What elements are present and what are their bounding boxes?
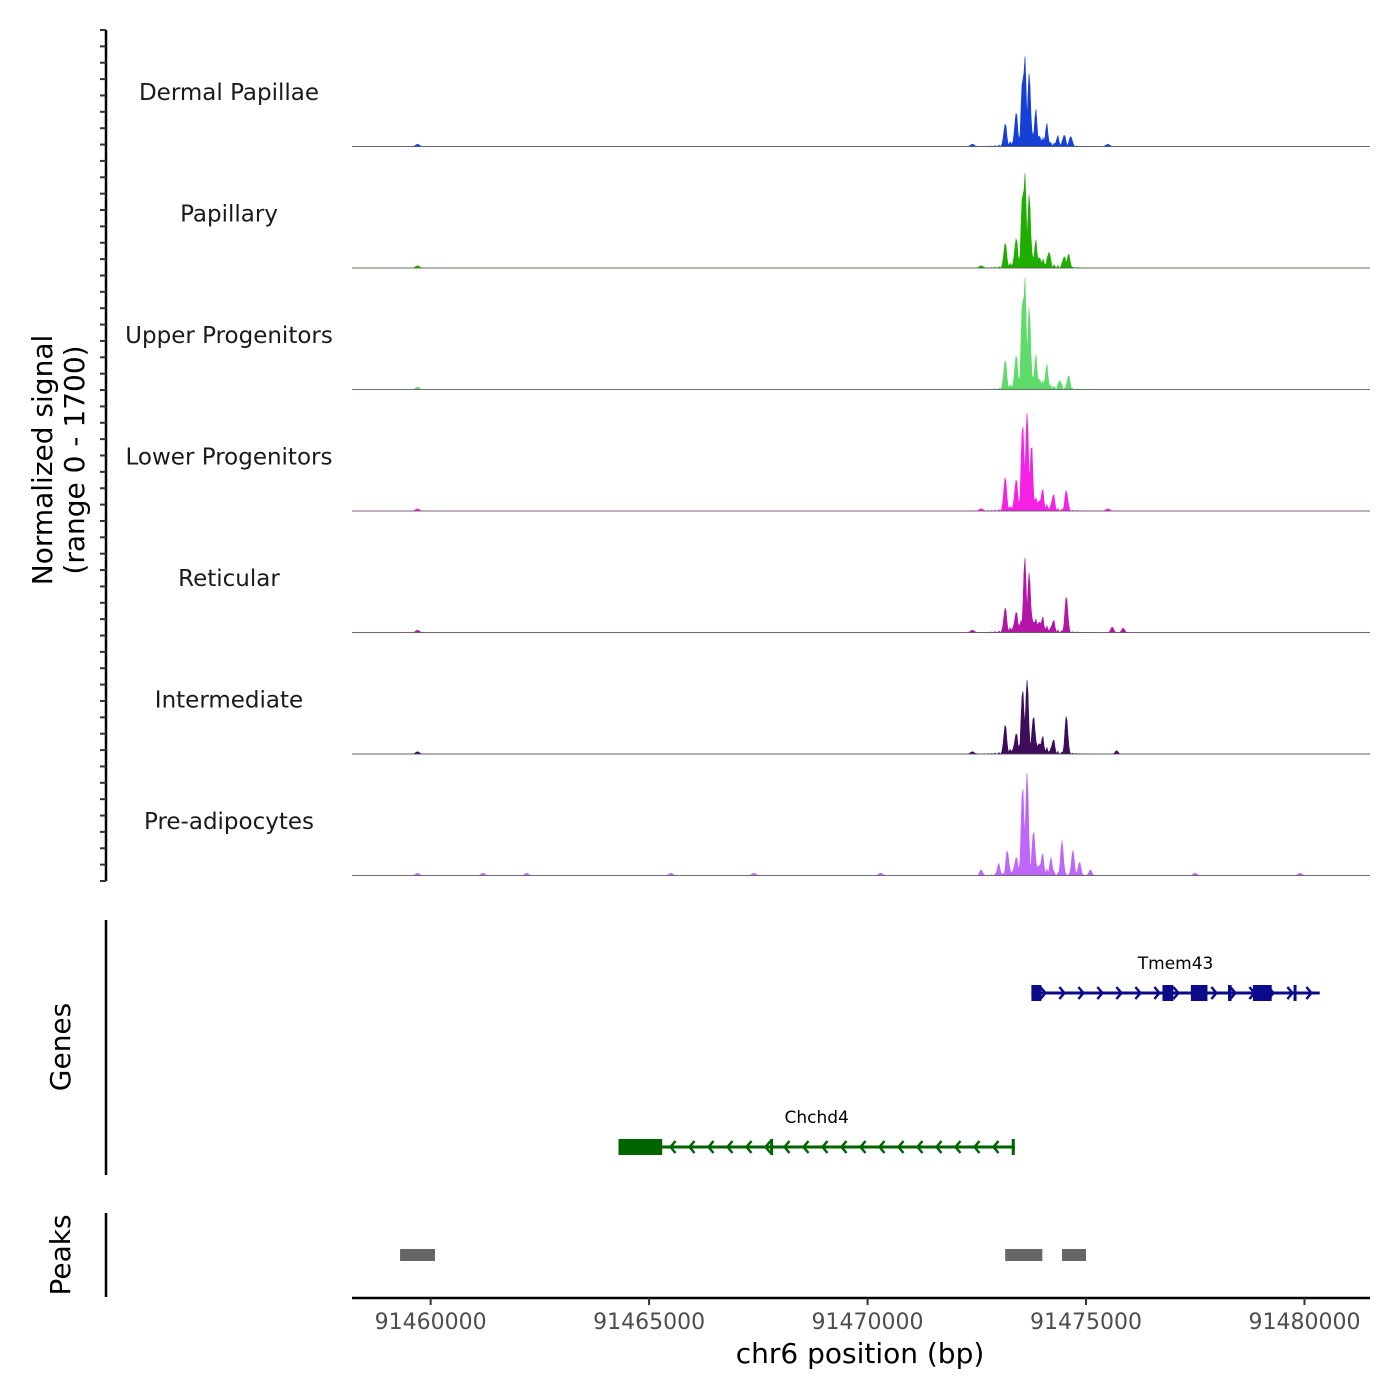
strand-arrow bbox=[820, 1140, 829, 1154]
coverage-area bbox=[352, 412, 1370, 512]
track-pre-adipocytes: Pre-adipocytes bbox=[144, 772, 1370, 876]
strand-arrow bbox=[1077, 986, 1086, 1000]
strand-arrow bbox=[1115, 986, 1124, 1000]
gene-chchd4: Chchd4 bbox=[618, 1108, 1015, 1155]
genes-axis-title: Genes bbox=[44, 1003, 77, 1091]
x-tick-label: 91465000 bbox=[593, 1310, 705, 1335]
gene-exon bbox=[1011, 1139, 1015, 1155]
strand-arrow bbox=[1058, 986, 1067, 1000]
strand-arrow bbox=[725, 1140, 734, 1154]
coverage-area bbox=[352, 56, 1370, 147]
strand-arrow bbox=[1210, 986, 1219, 1000]
gene-exon bbox=[618, 1139, 663, 1155]
peak-region bbox=[400, 1249, 436, 1261]
coverage-area bbox=[352, 173, 1370, 269]
strand-arrow bbox=[1153, 986, 1162, 1000]
track-label: Upper Progenitors bbox=[125, 323, 333, 349]
gene-exon bbox=[1252, 985, 1272, 1001]
strand-arrow bbox=[1134, 986, 1143, 1000]
track-intermediate: Intermediate bbox=[155, 680, 1370, 755]
track-label: Dermal Papillae bbox=[139, 80, 319, 106]
coverage-area bbox=[352, 557, 1370, 633]
strand-arrow bbox=[763, 1140, 772, 1154]
strand-arrow bbox=[1039, 986, 1048, 1000]
gene-annotation-track: Tmem43 Chchd4 bbox=[618, 954, 1320, 1155]
strand-arrow bbox=[687, 1140, 696, 1154]
coverage-area bbox=[352, 277, 1370, 390]
strand-arrow bbox=[877, 1140, 886, 1154]
strand-arrow bbox=[801, 1140, 810, 1154]
track-papillary: Papillary bbox=[180, 173, 1370, 269]
x-axis-title: chr6 position (bp) bbox=[736, 1337, 985, 1370]
strand-arrow bbox=[1229, 986, 1238, 1000]
x-tick-label: 91460000 bbox=[375, 1310, 487, 1335]
track-label: Papillary bbox=[180, 202, 278, 228]
coverage-area bbox=[352, 680, 1370, 755]
gene-label: Tmem43 bbox=[1137, 954, 1214, 974]
gene-exon bbox=[1293, 985, 1297, 1001]
gene-tmem43: Tmem43 bbox=[1031, 954, 1320, 1001]
gene-exon bbox=[1031, 985, 1042, 1001]
peak-region bbox=[1061, 1249, 1087, 1261]
x-tick-label: 91470000 bbox=[812, 1310, 924, 1335]
x-tick-label: 91475000 bbox=[1030, 1310, 1142, 1335]
strand-arrow bbox=[1096, 986, 1105, 1000]
coverage-area bbox=[352, 772, 1370, 876]
strand-arrow bbox=[858, 1140, 867, 1154]
track-label: Lower Progenitors bbox=[126, 445, 333, 471]
track-label: Intermediate bbox=[155, 688, 303, 714]
y-axis-title-line2: (range 0 - 1700) bbox=[58, 345, 91, 574]
strand-arrow bbox=[991, 1140, 1000, 1154]
strand-arrow bbox=[1172, 986, 1181, 1000]
axes: 91460000 91465000 91470000 91475000 91480000 bbox=[100, 29, 1370, 1335]
strand-arrow bbox=[839, 1140, 848, 1154]
gene-exon bbox=[1162, 985, 1174, 1001]
peak-region bbox=[1005, 1249, 1043, 1261]
strand-arrow bbox=[706, 1140, 715, 1154]
peaks-track bbox=[400, 1249, 1087, 1261]
y-axis-title-line1: Normalized signal bbox=[26, 335, 59, 586]
coverage-tracks: Dermal Papillae Papillary Upper Progenitor… bbox=[125, 56, 1370, 876]
track-label: Pre-adipocytes bbox=[144, 809, 314, 835]
strand-arrow bbox=[1305, 986, 1314, 1000]
strand-arrow bbox=[934, 1140, 943, 1154]
strand-arrow bbox=[896, 1140, 905, 1154]
gene-exon bbox=[1228, 985, 1232, 1001]
strand-arrow bbox=[1286, 986, 1295, 1000]
strand-arrow bbox=[668, 1140, 677, 1154]
gene-exon bbox=[770, 1139, 774, 1155]
track-lower-progenitors: Lower Progenitors bbox=[126, 412, 1370, 512]
track-upper-progenitors: Upper Progenitors bbox=[125, 277, 1370, 390]
x-tick-label: 91480000 bbox=[1248, 1310, 1360, 1335]
strand-arrow bbox=[953, 1140, 962, 1154]
gene-exon bbox=[1190, 985, 1208, 1001]
strand-arrow bbox=[782, 1140, 791, 1154]
strand-arrow bbox=[972, 1140, 981, 1154]
peaks-axis-title: Peaks bbox=[44, 1214, 77, 1295]
track-dermal-papillae: Dermal Papillae bbox=[139, 56, 1370, 147]
strand-arrow bbox=[915, 1140, 924, 1154]
track-reticular: Reticular bbox=[178, 557, 1370, 633]
track-label: Reticular bbox=[178, 566, 280, 592]
gene-label: Chchd4 bbox=[784, 1108, 848, 1128]
strand-arrow bbox=[744, 1140, 753, 1154]
